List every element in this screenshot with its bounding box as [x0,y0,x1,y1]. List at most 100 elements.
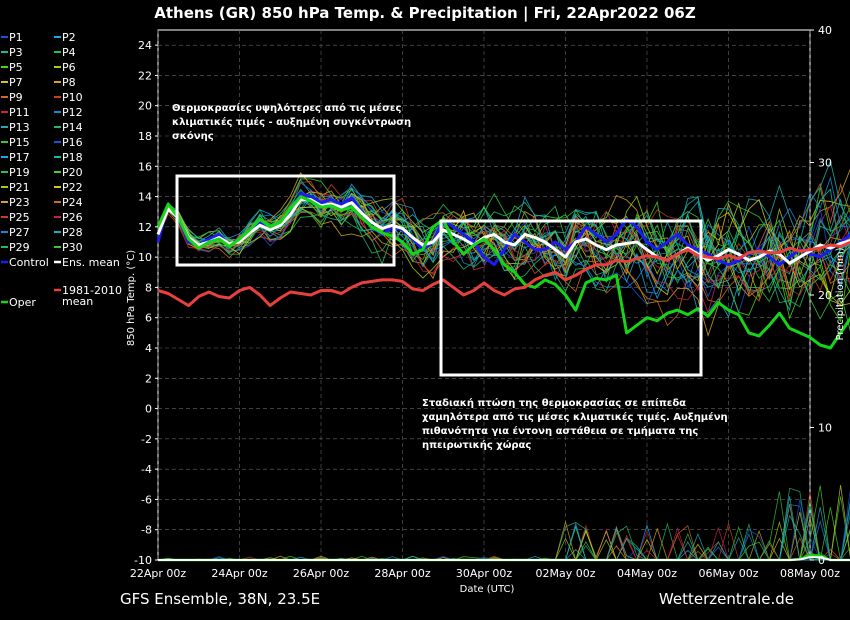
legend-label: P28 [62,226,83,239]
y2-axis-ticks: 40 30 20 10 0 [810,24,832,567]
legend-label: P30 [62,241,83,254]
legend-label: P2 [62,31,76,44]
y2-tick-label: 30 [818,157,832,170]
ensemble-member-line [157,182,850,293]
y-tick-label: 0 [145,403,152,416]
annotation-cold-line4: ηπειρωτικής χώρας [422,439,531,451]
y2-tick-label: 20 [818,289,832,302]
chart-title: Athens (GR) 850 hPa Temp. & Precipitatio… [154,4,696,23]
legend-label: P7 [9,76,23,89]
legend-label: Oper [9,296,36,309]
x-tick-label: 08May 00z [780,567,840,580]
x-axis-ticks: 22Apr 00z 24Apr 00z 26Apr 00z 28Apr 00z 30Ap… [130,567,840,580]
y-tick-label: 4 [145,342,152,355]
x-tick-label: 22Apr 00z [130,567,187,580]
legend-label: P22 [62,181,83,194]
legend-label: P4 [62,46,76,59]
annotation-cold-line2: χαμηλότερα από τις μέσες κλιματικές τιμέ… [422,411,728,423]
legend-label: P5 [9,61,23,74]
ensemble-member-line [157,198,850,303]
y-tick-label: 18 [138,130,152,143]
legend-label: P19 [9,166,30,179]
y-tick-label: -4 [141,463,152,476]
legend-label: P26 [62,211,83,224]
x-tick-label: 02May 00z [535,567,595,580]
legend-label: 1981-2010 [62,284,122,297]
ensemble-member-line [157,189,850,293]
x-axis-label: Date (UTC) [460,584,515,595]
legend-label: P3 [9,46,23,59]
footer-model-info: GFS Ensemble, 38N, 23.5E [120,590,320,608]
legend-label: P16 [62,136,83,149]
legend-label: P10 [62,91,83,104]
legend-label: P13 [9,121,30,134]
footer-source: Wetterzentrale.de [659,590,794,608]
legend-label: P29 [9,241,30,254]
y-tick-label: -2 [141,433,152,446]
precipitation-layer [157,485,850,562]
y-tick-label: -10 [134,554,152,567]
legend-label: P12 [62,106,83,119]
annotation-warm-line2: κλιματικές τιμές - αυξημένη συγκέντρωση [172,116,411,128]
legend-label: P14 [62,121,83,134]
series-line [156,195,850,350]
y-tick-label: -6 [141,493,152,506]
annotation-cold-line1: Σταδιακή πτώση της θερμοκρασίας σε επίπε… [422,397,686,409]
annotation-warm-line3: σκόνης [172,130,214,142]
legend-label: P11 [9,106,30,119]
y-axis-label: 850 hPa Temp. (°C) [126,250,137,346]
x-tick-label: 04May 00z [617,567,677,580]
y2-tick-label: 40 [818,24,832,37]
ensemble-member-line [157,183,850,281]
y-tick-label: 16 [138,160,152,173]
main-series [156,192,850,350]
grid [157,30,811,561]
x-tick-label: 24Apr 00z [211,567,268,580]
y-tick-label: 8 [145,281,152,294]
legend-label: P15 [9,136,30,149]
legend-label: P27 [9,226,30,239]
annotation-cold-line3: πιθανότητα για έντονη αστάθεια σε τμήματ… [422,425,698,437]
x-tick-label: 06May 00z [698,567,758,580]
ensemble-member-line [157,193,850,332]
ensemble-member-line [157,180,850,285]
legend-label: P9 [9,91,23,104]
ensemble-member-line [157,182,850,292]
y-tick-label: 10 [138,251,152,264]
ensemble-member-line [157,172,850,337]
legend: P1 P2 P3 P4 P5 P6 P7 P8 P9 P10 P11 P12 P13 P14 P15 P16 P… [1,31,122,309]
legend-label: Ens. mean [62,256,120,269]
annotation-box-cold [439,219,703,377]
y2-tick-label: 0 [818,554,825,567]
legend-label: P1 [9,31,23,44]
y-tick-label: 20 [138,100,152,113]
legend-label: P8 [62,76,76,89]
y2-axis-label: Precipitation (mm) [835,247,846,340]
y-tick-label: 2 [145,372,152,385]
x-tick-label: 26Apr 00z [293,567,350,580]
annotation-warm-line1: Θερμοκρασίες υψηλότερες από τις μέσες [172,102,401,114]
y2-tick-label: 10 [818,422,832,435]
legend-label: P20 [62,166,83,179]
legend-label: P18 [62,151,83,164]
legend-label: P21 [9,181,30,194]
y-tick-label: -8 [141,524,152,537]
y-tick-label: 24 [138,39,152,52]
x-tick-label: 30Apr 00z [456,567,513,580]
legend-label: mean [62,295,93,308]
y-tick-label: 22 [138,69,152,82]
legend-label: Control [9,256,49,269]
annotation-box-warm [175,174,396,267]
ensemble-member-line [157,204,850,323]
x-tick-label: 28Apr 00z [374,567,431,580]
legend-label: P24 [62,196,83,209]
legend-label: P17 [9,151,30,164]
series-line [157,240,850,308]
legend-label: P6 [62,61,76,74]
y-tick-label: 14 [138,191,152,204]
series-line [156,192,850,267]
y-tick-label: 6 [145,312,152,325]
legend-label: P23 [9,196,30,209]
